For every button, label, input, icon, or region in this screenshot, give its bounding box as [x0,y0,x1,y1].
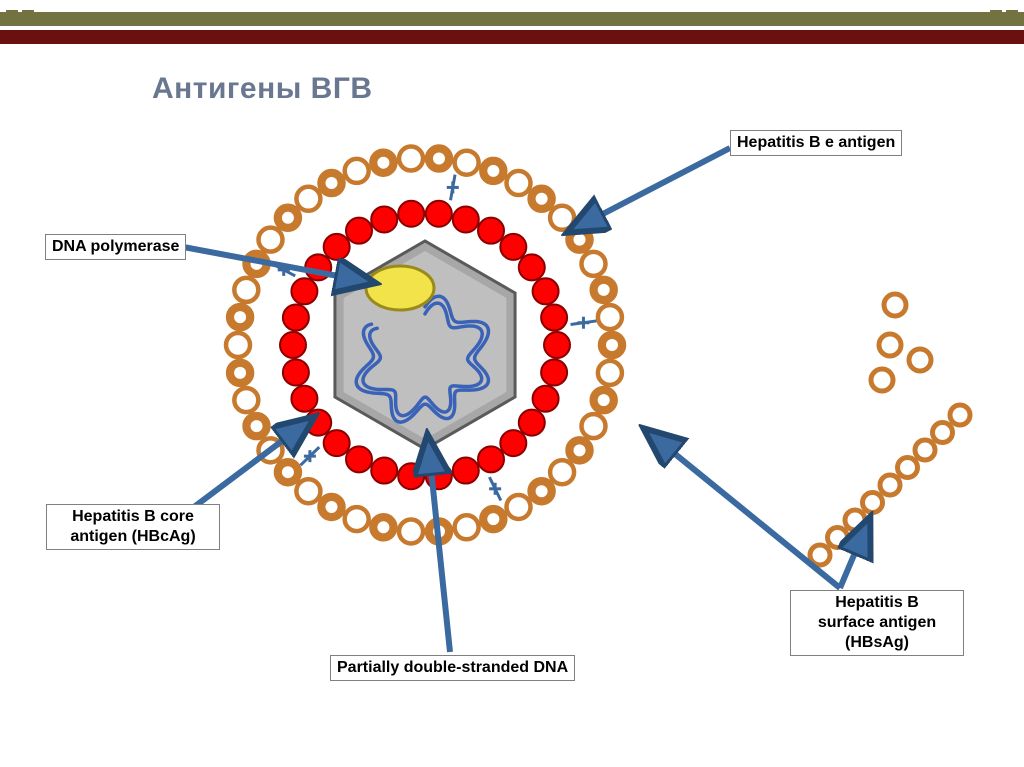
corner-sq-4 [990,10,1002,22]
top-bar-2 [0,30,1024,44]
label-hbeag: Hepatitis B e antigen [730,130,902,156]
page-title: Антигены ВГВ [152,72,373,106]
label-dsdna: Partially double-stranded DNA [330,655,575,681]
corner-sq-1 [6,10,18,22]
corner-sq-3 [1006,10,1018,22]
label-hbcag: Hepatitis B core antigen (HBcAg) [46,504,220,550]
label-hbcag-line1: Hepatitis B core [72,508,194,525]
slide-root: Антигены ВГВ Hepatitis B e antigen DNA p… [0,0,1024,767]
label-hbsag-line1: Hepatitis B [835,594,919,611]
top-bar-1 [0,12,1024,26]
label-hbsag: Hepatitis B surface antigen (HBsAg) [790,590,964,656]
label-hbsag-line2: surface antigen [818,614,936,631]
label-dna-polymerase: DNA polymerase [45,234,186,260]
label-hbcag-line2: antigen (HBcAg) [70,528,195,545]
label-hbsag-line3: (HBsAg) [845,634,909,651]
corner-sq-2 [22,10,34,22]
